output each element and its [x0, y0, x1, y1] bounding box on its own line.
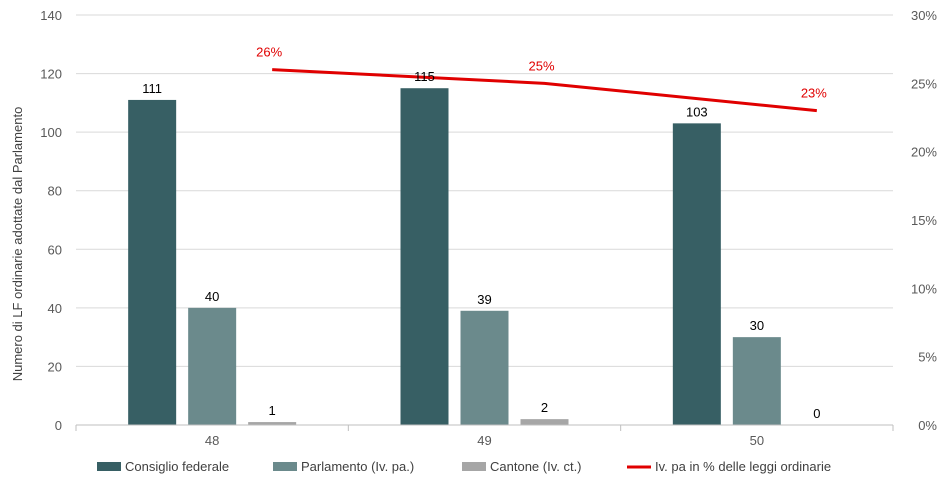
right-tick-label: 20% [911, 145, 937, 160]
left-tick-label: 40 [48, 301, 62, 316]
data-labels: 111 115 103 40 39 30 1 2 0 26% 25% 23% [142, 45, 827, 421]
legend-label: Parlamento (Iv. pa.) [301, 459, 414, 474]
left-tick-label: 100 [40, 125, 62, 140]
left-tick-label: 140 [40, 8, 62, 23]
legend: Consiglio federale Parlamento (Iv. pa.) Ca… [97, 459, 831, 474]
left-tick-label: 20 [48, 359, 62, 374]
right-axis-ticks: 0% 5% 10% 15% 20% 25% 30% [911, 8, 937, 433]
y-axis-title: Numero di LF ordinarie adottate dal Parl… [10, 107, 25, 382]
bar-value-label: 30 [750, 318, 764, 333]
right-tick-label: 30% [911, 8, 937, 23]
category-label: 49 [477, 433, 491, 448]
bar [520, 419, 569, 425]
legend-label: Cantone (Iv. ct.) [490, 459, 582, 474]
bar-value-label: 40 [205, 289, 219, 304]
percentage-line [272, 68, 817, 113]
left-axis-ticks: 0 20 40 60 80 100 120 140 [40, 8, 62, 433]
legend-swatch [273, 462, 297, 471]
bar-value-label: 103 [686, 104, 708, 119]
legend-label: Iv. pa in % delle leggi ordinarie [655, 459, 831, 474]
legend-swatch [97, 462, 121, 471]
right-tick-label: 5% [918, 350, 937, 365]
bar [188, 307, 237, 425]
bar [400, 88, 449, 425]
category-label: 50 [750, 433, 764, 448]
bar [128, 99, 177, 425]
category-axis: 48 49 50 [75, 424, 894, 448]
bar-value-label: 111 [142, 81, 162, 96]
bar-value-label: 39 [477, 292, 491, 307]
left-tick-label: 80 [48, 184, 62, 199]
left-tick-label: 120 [40, 67, 62, 82]
legend-swatch [462, 462, 486, 471]
right-tick-label: 10% [911, 281, 937, 296]
legend-label: Consiglio federale [125, 459, 229, 474]
right-tick-label: 25% [911, 76, 937, 91]
bar [732, 337, 781, 425]
bar-value-label: 0 [813, 406, 820, 421]
right-tick-label: 0% [918, 418, 937, 433]
percentage-label: 26% [256, 45, 282, 60]
bars [128, 88, 781, 425]
bar-value-label: 1 [269, 403, 276, 418]
percentage-line-path [272, 68, 817, 113]
bar [248, 422, 297, 425]
right-tick-label: 15% [911, 213, 937, 228]
bar-value-label: 115 [414, 69, 435, 84]
left-tick-label: 0 [55, 418, 62, 433]
percentage-label: 23% [801, 86, 827, 101]
bar [460, 310, 509, 425]
bar-value-label: 2 [541, 400, 548, 415]
bar [672, 123, 721, 425]
category-label: 48 [205, 433, 219, 448]
percentage-label: 25% [528, 58, 554, 73]
left-tick-label: 60 [48, 242, 62, 257]
